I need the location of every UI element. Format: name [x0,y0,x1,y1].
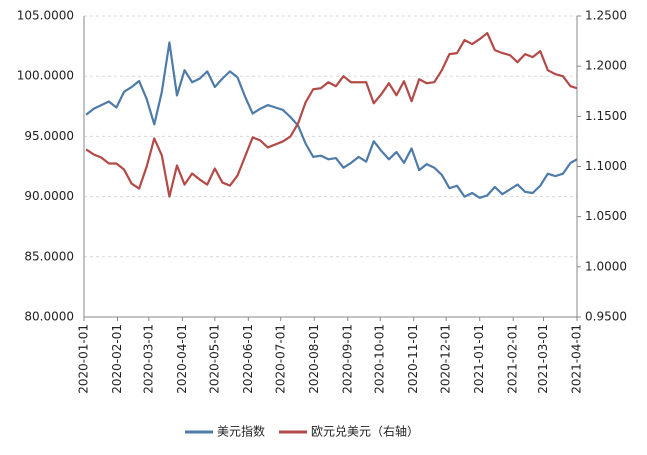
x-tick-label: 2020-03-01 [141,324,155,394]
x-tick-label: 2020-12-01 [439,324,453,394]
x-tick-label: 2020-09-01 [340,324,354,394]
x-tick-label: 2020-05-01 [207,324,221,394]
x-tick-label: 2020-06-01 [241,324,255,394]
series-line [85,31,578,198]
y-tick-label: 95.0000 [24,129,74,143]
y2-tick-label: 1.2500 [585,9,627,23]
y2-tick-label: 1.0000 [585,259,627,273]
y-tick-label: 105.0000 [17,9,74,23]
x-tick-label: 2020-04-01 [175,324,189,394]
y2-tick-label: 0.9500 [585,310,627,324]
y-tick-label: 80.0000 [24,310,74,324]
x-tick-label: 2020-02-01 [110,324,124,394]
x-tick-label: 2021-03-01 [536,324,550,394]
y2-tick-label: 1.1000 [585,159,627,173]
legend-label: 美元指数 [217,424,265,439]
x-tick-label: 2021-01-01 [472,324,486,394]
x-tick-label: 2021-04-01 [570,324,584,394]
y2-tick-label: 1.1500 [585,109,627,123]
y2-tick-label: 1.0500 [585,209,627,223]
x-tick-label: 2020-08-01 [307,324,321,394]
y2-tick-label: 1.2000 [585,59,627,73]
x-tick-label: 2021-02-01 [506,324,520,394]
x-tick-label: 2020-07-01 [273,324,287,394]
y-tick-label: 85.0000 [24,249,74,263]
x-tick-label: 2020-11-01 [406,324,420,394]
x-tick-label: 2020-01-01 [77,324,91,394]
series-line [85,41,578,199]
y-tick-label: 100.0000 [17,69,74,83]
y-tick-label: 90.0000 [24,189,74,203]
x-tick-label: 2020-10-01 [373,324,387,394]
legend-label: 欧元兑美元（右轴） [311,424,419,439]
